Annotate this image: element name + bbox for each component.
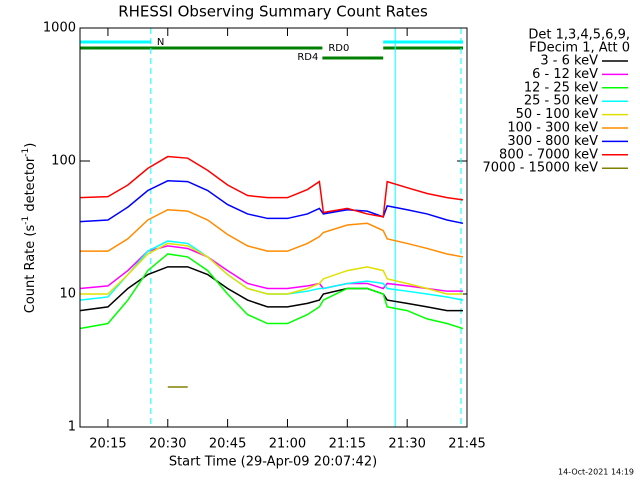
flag-label: RD0 <box>328 43 349 54</box>
x-tick-label: 21:45 <box>448 437 485 452</box>
legend-label: 800 - 7000 keV <box>499 147 598 162</box>
series-line <box>80 242 464 295</box>
y-label-sup: -1 <box>21 216 31 225</box>
legend-label: 7000 - 15000 keV <box>483 161 599 176</box>
x-tick-label: 21:00 <box>269 437 306 452</box>
x-tick-label: 21:15 <box>329 437 366 452</box>
legend-label: 12 - 25 keV <box>524 80 598 95</box>
y-tick-label: 1000 <box>43 21 76 36</box>
series-line <box>79 240 464 301</box>
legend-label: 300 - 800 keV <box>507 134 598 149</box>
info-text: FDecim 1, Att 0 <box>529 41 630 56</box>
y-tick-label: 100 <box>51 154 76 169</box>
y-tick-label: 1 <box>68 420 76 435</box>
legend-label: 25 - 50 keV <box>524 94 598 109</box>
legend-label: 3 - 6 keV <box>540 54 598 69</box>
series-line <box>79 253 464 330</box>
x-tick-label: 20:45 <box>209 437 246 452</box>
x-tick-label: 21:30 <box>388 437 425 452</box>
series-line <box>79 155 464 218</box>
y-label-sup: -1 <box>21 148 31 157</box>
y-label-part: Count Rate (s <box>23 225 38 314</box>
plot-frame <box>79 27 468 428</box>
series-line <box>79 266 464 312</box>
series-line <box>80 208 464 258</box>
x-tick-label: 20:15 <box>89 437 126 452</box>
x-axis-label: Start Time (29-Apr-09 20:07:42) <box>169 455 377 470</box>
x-tick-label: 20:30 <box>149 437 186 452</box>
series-line <box>79 180 464 225</box>
legend-label: 50 - 100 keV <box>516 107 599 122</box>
legend-label: 6 - 12 keV <box>532 67 598 82</box>
chart-title: RHESSI Observing Summary Count Rates <box>118 3 428 21</box>
y-axis-label: Count Rate (s-1 detector-1) <box>21 143 38 314</box>
y-tick-label: 10 <box>59 287 76 302</box>
footer: 14-Oct-2021 14:19 <box>558 468 634 477</box>
flag-label: RD4 <box>297 52 318 63</box>
y-label-part: ) <box>23 143 38 148</box>
legend-label: 100 - 300 keV <box>507 121 598 136</box>
flag-label: N <box>157 37 164 48</box>
y-label-part: detector <box>23 156 38 216</box>
info-text: Det 1,3,4,5,6,9, <box>528 28 630 43</box>
